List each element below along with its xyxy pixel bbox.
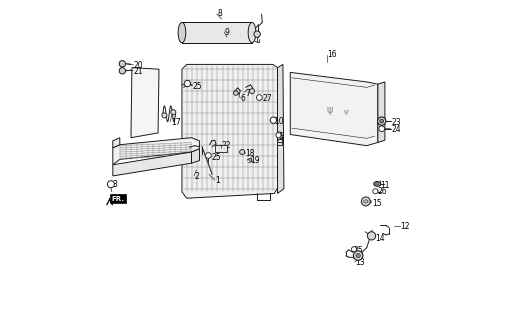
Circle shape	[184, 80, 190, 87]
Circle shape	[119, 68, 125, 74]
Circle shape	[378, 117, 386, 125]
Text: 20: 20	[134, 60, 144, 69]
Text: 11: 11	[381, 181, 390, 190]
Circle shape	[352, 247, 357, 252]
Text: ψ: ψ	[344, 109, 348, 115]
Text: FR.: FR.	[111, 196, 124, 202]
Text: 23: 23	[391, 118, 401, 127]
Polygon shape	[182, 22, 252, 43]
Ellipse shape	[374, 181, 381, 186]
Polygon shape	[290, 72, 378, 146]
Text: 8: 8	[217, 9, 222, 18]
Circle shape	[171, 110, 176, 115]
Text: 15: 15	[372, 198, 382, 207]
Text: 18: 18	[245, 149, 254, 158]
Polygon shape	[182, 64, 279, 198]
Circle shape	[361, 197, 370, 206]
Ellipse shape	[363, 200, 368, 203]
Text: 6: 6	[241, 94, 246, 103]
Text: 17: 17	[171, 118, 180, 127]
Text: 13: 13	[356, 258, 365, 267]
Text: 2: 2	[194, 172, 200, 181]
Polygon shape	[277, 139, 282, 142]
Circle shape	[119, 60, 125, 67]
Text: 25: 25	[212, 153, 221, 162]
Circle shape	[270, 117, 277, 123]
Polygon shape	[131, 68, 159, 138]
Text: 16: 16	[327, 50, 336, 59]
Text: 24: 24	[391, 125, 401, 134]
Ellipse shape	[178, 22, 186, 43]
Circle shape	[240, 149, 245, 155]
Polygon shape	[113, 138, 120, 148]
Circle shape	[367, 232, 375, 240]
Circle shape	[256, 95, 262, 100]
Text: 4: 4	[279, 137, 283, 146]
Polygon shape	[277, 141, 282, 145]
Polygon shape	[278, 64, 284, 194]
Text: 5: 5	[279, 132, 283, 141]
Polygon shape	[378, 82, 385, 142]
Text: 10: 10	[275, 117, 284, 126]
Polygon shape	[113, 138, 200, 165]
Text: 3: 3	[113, 180, 118, 189]
Text: 14: 14	[375, 234, 385, 243]
Ellipse shape	[375, 183, 379, 185]
Text: 1: 1	[215, 176, 220, 185]
FancyBboxPatch shape	[110, 195, 126, 203]
Circle shape	[250, 89, 255, 94]
Circle shape	[356, 253, 360, 258]
Circle shape	[354, 251, 363, 260]
Polygon shape	[113, 152, 191, 176]
Circle shape	[277, 132, 282, 137]
Polygon shape	[191, 149, 200, 163]
Ellipse shape	[248, 22, 256, 43]
Circle shape	[254, 31, 261, 37]
Circle shape	[108, 181, 114, 188]
Text: 19: 19	[250, 156, 259, 165]
Circle shape	[379, 126, 385, 132]
Circle shape	[205, 153, 211, 158]
Text: 25: 25	[353, 246, 362, 255]
Text: 22: 22	[222, 141, 231, 150]
Text: 25: 25	[192, 82, 202, 91]
Circle shape	[276, 132, 281, 138]
Text: 21: 21	[134, 67, 144, 76]
Circle shape	[380, 119, 384, 123]
Text: 12: 12	[400, 222, 410, 231]
Text: 27: 27	[263, 94, 272, 103]
Text: 9: 9	[225, 28, 230, 37]
Circle shape	[373, 189, 378, 194]
Circle shape	[162, 113, 167, 118]
Text: 26: 26	[377, 188, 387, 196]
Circle shape	[233, 91, 238, 95]
Text: ψ: ψ	[327, 105, 333, 115]
Text: 7: 7	[245, 89, 250, 98]
Polygon shape	[215, 145, 227, 152]
